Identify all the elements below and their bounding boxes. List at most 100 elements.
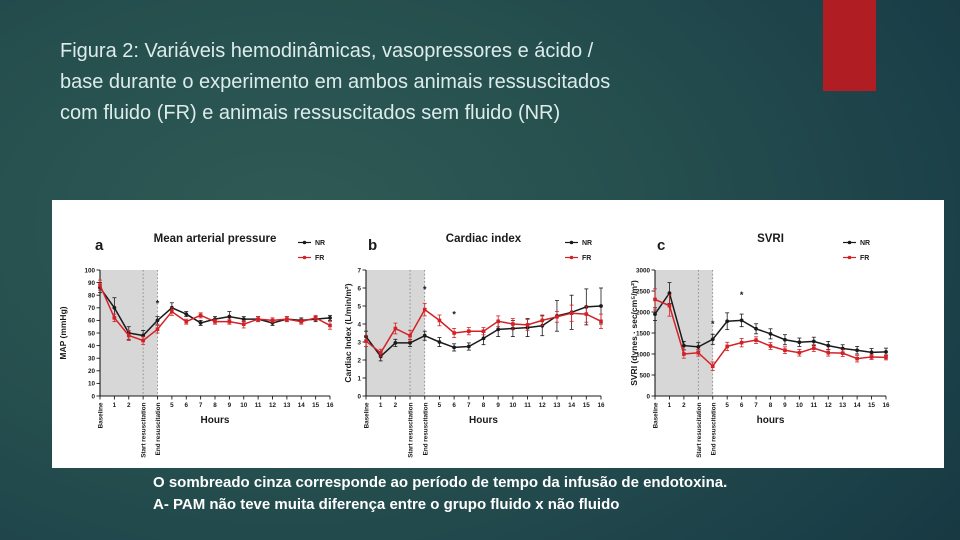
svg-text:NR: NR [860, 240, 870, 247]
svg-text:5: 5 [725, 402, 729, 409]
shaded-infusion-region [655, 270, 713, 396]
panel-letter: c [657, 237, 665, 254]
fr-series [364, 302, 603, 357]
x-axis-label: Hours [469, 415, 498, 426]
svg-text:13: 13 [839, 402, 847, 409]
svg-text:10: 10 [88, 381, 96, 388]
svg-text:8: 8 [213, 402, 217, 409]
svg-text:10: 10 [509, 402, 517, 409]
significance-marker: * [711, 319, 715, 329]
y-axis-label: MAP (mmHg) [58, 306, 68, 359]
svg-text:5: 5 [357, 303, 361, 310]
svg-text:14: 14 [568, 402, 576, 409]
svg-text:1500: 1500 [636, 330, 651, 337]
svg-text:11: 11 [255, 402, 262, 409]
slide-title: Figura 2: Variáveis hemodinâmicas, vasop… [60, 40, 611, 124]
svg-text:7: 7 [467, 402, 471, 409]
svg-text:End resuscitation: End resuscitation [155, 402, 162, 455]
svg-text:14: 14 [298, 402, 306, 409]
svg-text:7: 7 [199, 402, 203, 409]
svg-text:14: 14 [854, 402, 862, 409]
chart-title: SVRI [757, 233, 784, 245]
svg-text:1000: 1000 [636, 351, 651, 358]
svg-text:6: 6 [452, 402, 456, 409]
svg-text:9: 9 [228, 402, 232, 409]
svg-text:5: 5 [170, 402, 174, 409]
svg-text:30: 30 [88, 356, 96, 363]
svg-text:13: 13 [283, 402, 291, 409]
svg-text:15: 15 [868, 402, 876, 409]
svg-text:2000: 2000 [636, 309, 651, 316]
figure-panel: 0 10 20 30 40 50 60 70 80 90 100 Baseline 1 2 Start re… [52, 200, 944, 468]
svg-text:7: 7 [754, 402, 758, 409]
svg-text:40: 40 [88, 343, 96, 350]
svg-text:3: 3 [357, 339, 361, 346]
chart-title: Cardiac index [446, 233, 522, 245]
svg-text:500: 500 [639, 372, 650, 379]
svg-text:11: 11 [810, 402, 817, 409]
svg-text:6: 6 [184, 402, 188, 409]
accent-red-tab [823, 0, 876, 91]
svg-text:NR: NR [315, 240, 325, 247]
svg-text:Start resuscitation: Start resuscitation [141, 402, 148, 457]
svg-text:Baseline: Baseline [364, 402, 371, 428]
significance-marker: * [740, 290, 744, 300]
x-axis-label: hours [757, 415, 785, 426]
svg-text:16: 16 [882, 402, 890, 409]
svg-text:2500: 2500 [636, 288, 651, 295]
svg-text:1: 1 [113, 402, 117, 409]
svg-text:9: 9 [783, 402, 787, 409]
svg-text:50: 50 [88, 330, 96, 337]
fr-series [98, 279, 332, 345]
svg-text:20: 20 [88, 368, 96, 375]
significance-marker: * [423, 285, 427, 295]
svg-text:NR: NR [582, 240, 592, 247]
svg-text:12: 12 [825, 402, 833, 409]
svg-text:0: 0 [357, 393, 361, 400]
svg-text:11: 11 [524, 402, 531, 409]
svg-text:9: 9 [496, 402, 500, 409]
svg-text:12: 12 [269, 402, 277, 409]
svg-text:16: 16 [597, 402, 605, 409]
svg-text:3000: 3000 [636, 267, 651, 274]
svg-text:Start resuscitation: Start resuscitation [408, 402, 415, 457]
svg-text:6: 6 [740, 402, 744, 409]
svg-text:8: 8 [482, 402, 486, 409]
svg-text:FR: FR [582, 255, 591, 262]
svg-text:Baseline: Baseline [98, 402, 105, 428]
fr-series [653, 288, 888, 371]
svg-text:90: 90 [88, 280, 96, 287]
svg-text:5: 5 [438, 402, 442, 409]
svg-text:100: 100 [84, 267, 95, 274]
svg-text:2: 2 [682, 402, 686, 409]
caption-line-1: O sombreado cinza corresponde ao período… [153, 474, 728, 491]
svg-text:0: 0 [646, 393, 650, 400]
svg-text:2: 2 [127, 402, 131, 409]
svg-text:1: 1 [379, 402, 383, 409]
svg-text:70: 70 [88, 305, 96, 312]
chart-title: Mean arterial pressure [154, 233, 277, 245]
caption-line-2: A- PAM não teve muita diferença entre o … [153, 496, 620, 513]
svg-text:Start resuscitation: Start resuscitation [696, 402, 703, 457]
panel-letter: a [95, 237, 104, 254]
svg-text:8: 8 [769, 402, 773, 409]
svg-text:Baseline: Baseline [653, 402, 660, 428]
svg-text:End resuscitation: End resuscitation [422, 402, 429, 455]
svg-text:1: 1 [668, 402, 672, 409]
svg-text:1: 1 [357, 375, 361, 382]
panel-letter: b [368, 237, 377, 254]
svg-text:End resuscitation: End resuscitation [710, 402, 717, 455]
svg-text:80: 80 [88, 293, 96, 300]
svg-text:2: 2 [394, 402, 398, 409]
svg-text:FR: FR [315, 255, 324, 262]
svg-text:0: 0 [91, 393, 95, 400]
y-axis-label: SVRI (dynes · sec/cm⁵/m²) [629, 280, 639, 386]
legend: NR FR [843, 240, 870, 262]
svg-text:13: 13 [553, 402, 561, 409]
significance-marker: * [156, 299, 160, 309]
